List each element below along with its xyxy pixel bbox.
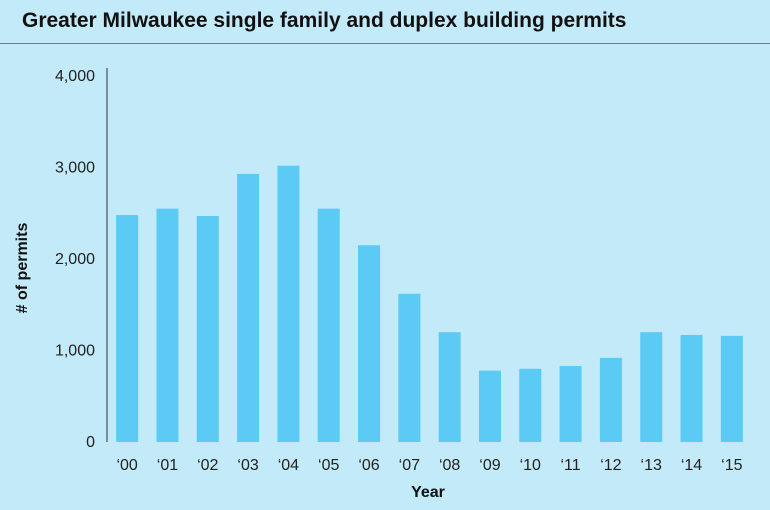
bar (196, 215, 219, 442)
x-tick-label: ‘10 (520, 457, 541, 474)
bar (317, 208, 340, 442)
x-tick-label: ‘08 (439, 457, 460, 474)
bar (559, 366, 582, 442)
x-tick-label: ‘03 (237, 457, 258, 474)
x-tick-label: ‘09 (479, 457, 500, 474)
y-tick-label: 3,000 (55, 160, 95, 177)
y-tick-label: 2,000 (55, 251, 95, 268)
x-tick-label: ‘15 (721, 457, 742, 474)
bar (156, 208, 179, 442)
bar (277, 165, 300, 443)
bar (398, 293, 421, 442)
bar (680, 334, 703, 442)
chart-title-bar: Greater Milwaukee single family and dupl… (0, 0, 770, 44)
bars (116, 165, 743, 443)
x-tick-label: ‘05 (318, 457, 339, 474)
chart-title: Greater Milwaukee single family and dupl… (22, 9, 627, 32)
y-axis-title: # of permits (14, 223, 31, 314)
bar (438, 332, 461, 442)
x-tick-label: ‘12 (600, 457, 621, 474)
x-tick-label: ‘13 (641, 457, 662, 474)
y-axis: 0 1,000 2,000 3,000 4,000 (55, 68, 108, 451)
x-tick-label: ‘02 (197, 457, 218, 474)
bar (640, 332, 663, 442)
bar (720, 335, 743, 442)
y-tick-label: 4,000 (55, 68, 95, 85)
bar (116, 215, 139, 442)
bar (237, 173, 260, 442)
bar (519, 368, 542, 442)
x-tick-label: ‘01 (157, 457, 178, 474)
x-tick-label: ‘00 (116, 457, 137, 474)
bar (478, 370, 501, 442)
y-tick-label: 1,000 (55, 343, 95, 360)
y-tick-label: 0 (86, 434, 95, 451)
bar (599, 357, 622, 442)
x-tick-label: ‘04 (278, 457, 299, 474)
x-axis-title: Year (411, 484, 445, 501)
bar (358, 245, 381, 442)
x-tick-label: ‘14 (681, 457, 702, 474)
x-axis: ‘00 ‘01 ‘02 ‘03 ‘04 ‘05 ‘06 ‘07 ‘08 ‘09 ‘10 ‘11 ‘12 ‘… (116, 457, 742, 474)
x-tick-label: ‘11 (561, 457, 581, 474)
x-tick-label: ‘06 (358, 457, 379, 474)
x-tick-label: ‘07 (399, 457, 420, 474)
